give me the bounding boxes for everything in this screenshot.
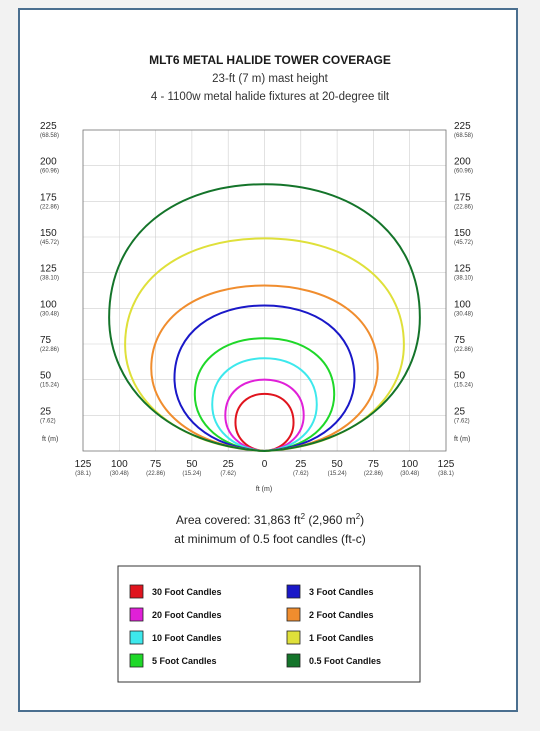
y-tick-right-3: 150 [454, 228, 471, 239]
legend-label-4: 3 Foot Candles [309, 587, 374, 597]
legend-swatch-5 [286, 607, 301, 622]
legend-swatch-2 [129, 630, 144, 645]
x-tick-8: 75 [368, 459, 380, 470]
y-tick-sub-left-7: (15.24) [40, 383, 59, 389]
x-tick-9: 100 [401, 459, 418, 470]
chart-subtitle-1: 23-ft (7 m) mast height [212, 73, 328, 85]
curve-30-foot-candles [234, 392, 295, 453]
x-tick-sub-8: (22.86) [364, 471, 383, 477]
y-tick-left-2: 175 [40, 192, 57, 203]
area-covered-text: Area covered: 31,863 ft2 (2,960 m2) [176, 512, 364, 527]
x-tick-sub-1: (30.48) [110, 471, 129, 477]
curve-20-foot-candles [224, 378, 305, 453]
y-tick-sub-right-4: (38.10) [454, 276, 473, 282]
x-tick-sub-3: (15.24) [182, 471, 201, 477]
y-tick-left-8: 25 [40, 406, 52, 417]
x-tick-2: 75 [150, 459, 162, 470]
x-tick-sub-10: (38.1) [438, 471, 454, 477]
curve-0-5-foot-candles [108, 183, 421, 453]
x-tick-sub-2: (22.86) [146, 471, 165, 477]
y-tick-left-5: 100 [40, 299, 57, 310]
x-tick-sub-6: (7.62) [293, 471, 309, 477]
x-tick-7: 50 [332, 459, 344, 470]
y-tick-right-7: 50 [454, 371, 466, 382]
legend-label-6: 1 Foot Candles [309, 633, 374, 643]
legend-swatch-6 [286, 630, 301, 645]
chart-title: MLT6 METAL HALIDE TOWER COVERAGE [149, 53, 391, 67]
legend-label-7: 0.5 Foot Candles [309, 656, 381, 666]
min-footcandle-text: at minimum of 0.5 foot candles (ft-c) [174, 532, 365, 546]
curve-10-foot-candles [211, 357, 318, 453]
y-tick-sub-right-7: (15.24) [454, 383, 473, 389]
y-tick-sub-left-5: (30.48) [40, 311, 59, 317]
y-tick-right-8: 25 [454, 406, 466, 417]
x-tick-3: 50 [186, 459, 198, 470]
y-tick-sub-left-1: (60.96) [40, 169, 59, 175]
legend-swatch-4 [286, 584, 301, 599]
y-tick-left-4: 125 [40, 264, 57, 275]
x-tick-5: 0 [262, 459, 268, 470]
legend-box [117, 565, 421, 683]
x-tick-1: 100 [111, 459, 128, 470]
legend-swatch-7 [286, 653, 301, 668]
legend-label-5: 2 Foot Candles [309, 610, 374, 620]
x-tick-sub-4: (7.62) [220, 471, 236, 477]
y-tick-sub-left-8: (7.62) [40, 418, 56, 424]
x-tick-0: 125 [75, 459, 92, 470]
curve-1-foot-candles [124, 237, 405, 453]
x-tick-10: 125 [438, 459, 455, 470]
legend-label-3: 5 Foot Candles [152, 656, 217, 666]
x-tick-sub-9: (30.48) [400, 471, 419, 477]
y-tick-sub-left-0: (68.58) [40, 133, 59, 139]
x-tick-4: 25 [223, 459, 235, 470]
axis-ticks: 225(68.58)225(68.58)200(60.96)200(60.96)… [40, 121, 473, 477]
legend-swatch-1 [129, 607, 144, 622]
y-tick-sub-right-8: (7.62) [454, 418, 470, 424]
y-tick-sub-right-3: (45.72) [454, 240, 473, 246]
y-tick-left-1: 200 [40, 157, 57, 168]
curve-2-foot-candles [150, 284, 379, 453]
legend-label-1: 20 Foot Candles [152, 610, 222, 620]
y-tick-sub-right-0: (68.58) [454, 133, 473, 139]
chart-subtitle-2: 4 - 1100w metal halide fixtures at 20-de… [151, 91, 390, 103]
isolux-curves [108, 183, 421, 453]
y-tick-right-4: 125 [454, 264, 471, 275]
legend-label-2: 10 Foot Candles [152, 633, 222, 643]
y-tick-sub-right-2: (22.86) [454, 204, 473, 210]
x-tick-sub-7: (15.24) [328, 471, 347, 477]
y-tick-sub-right-6: (22.86) [454, 347, 473, 353]
curve-5-foot-candles [193, 337, 336, 453]
y-tick-sub-left-6: (22.86) [40, 347, 59, 353]
x-tick-6: 25 [295, 459, 307, 470]
y-tick-right-1: 200 [454, 157, 471, 168]
y-unit-label-left: ft (m) [42, 436, 58, 443]
y-tick-left-7: 50 [40, 371, 52, 382]
y-tick-left-3: 150 [40, 228, 57, 239]
y-tick-sub-left-4: (38.10) [40, 276, 59, 282]
y-tick-right-0: 225 [454, 121, 471, 132]
y-tick-sub-left-3: (45.72) [40, 240, 59, 246]
legend: 30 Foot Candles 20 Foot Candles 10 Foot Ca… [129, 584, 381, 668]
y-tick-left-6: 75 [40, 335, 52, 346]
grid [82, 129, 447, 452]
legend-swatch-3 [129, 653, 144, 668]
legend-swatch-0 [129, 584, 144, 599]
y-unit-label-right: ft (m) [454, 436, 470, 443]
y-tick-sub-right-5: (30.48) [454, 311, 473, 317]
x-tick-sub-0: (38.1) [75, 471, 91, 477]
legend-label-0: 30 Foot Candles [152, 587, 222, 597]
x-unit-label: ft (m) [256, 486, 272, 493]
y-tick-right-5: 100 [454, 299, 471, 310]
y-tick-left-0: 225 [40, 121, 57, 132]
y-tick-right-6: 75 [454, 335, 466, 346]
y-tick-right-2: 175 [454, 192, 471, 203]
curve-3-foot-candles [173, 304, 356, 453]
y-tick-sub-left-2: (22.86) [40, 204, 59, 210]
y-tick-sub-right-1: (60.96) [454, 169, 473, 175]
